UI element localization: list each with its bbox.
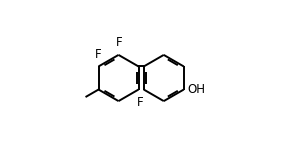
Text: F: F bbox=[137, 96, 144, 109]
Text: F: F bbox=[116, 36, 123, 49]
Text: F: F bbox=[95, 48, 101, 61]
Text: OH: OH bbox=[187, 83, 205, 96]
